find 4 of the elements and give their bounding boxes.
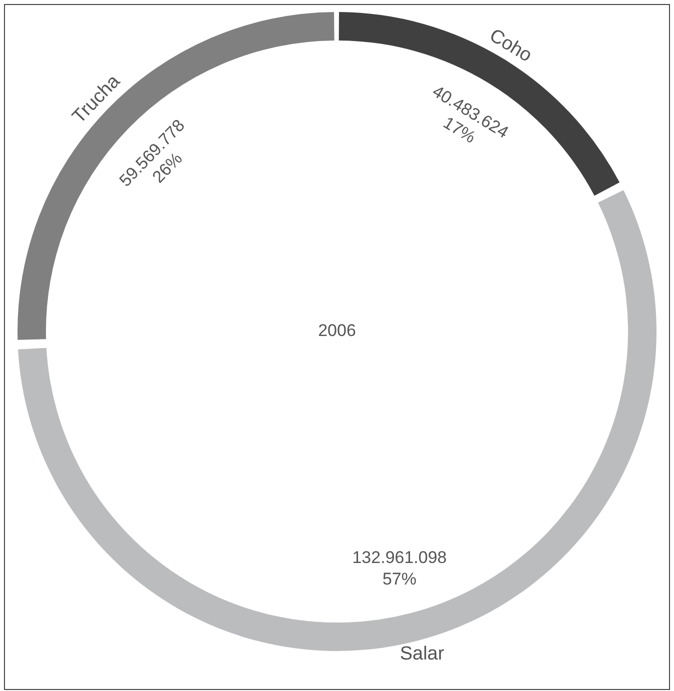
data-label: 132.961.098 57% [352,548,447,588]
text: 2006 [318,321,356,340]
slice-label: Coho [486,25,536,67]
slice-label: Salar [400,644,445,665]
